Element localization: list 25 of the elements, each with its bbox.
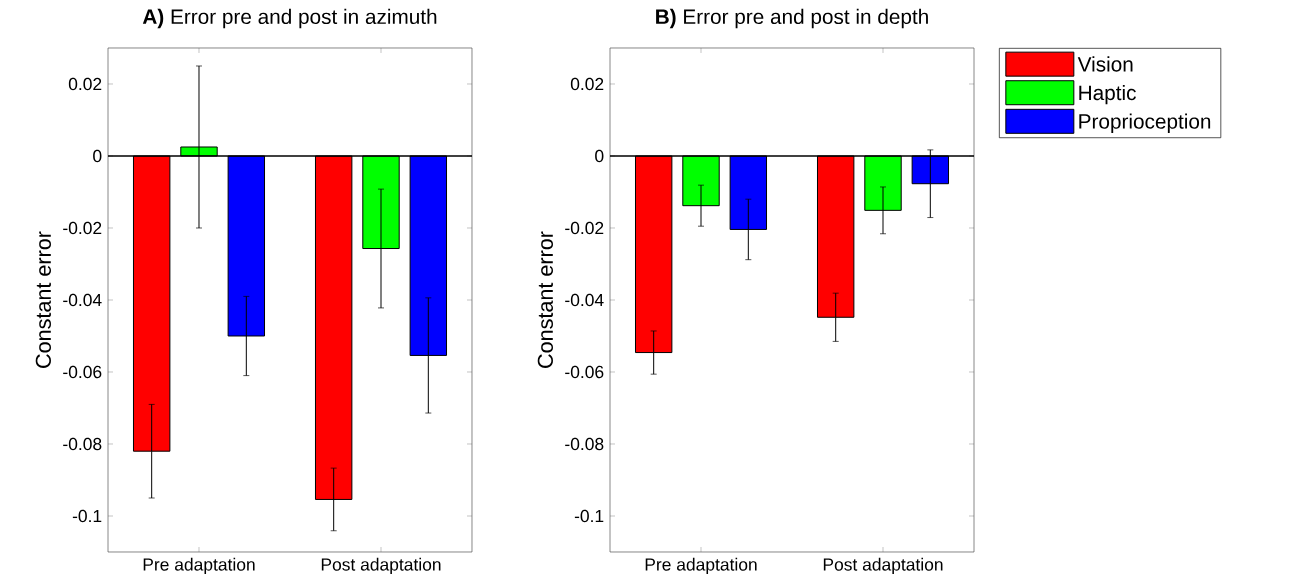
y-axis-title: Constant error: [537, 231, 553, 368]
y-tick-label: -0.02: [565, 221, 604, 235]
y-tick-label: 0.02: [68, 77, 102, 91]
y-tick-label: -0.1: [574, 509, 604, 523]
y-tick-label: 0: [595, 149, 604, 163]
y-tick-label: -0.08: [63, 437, 102, 451]
legend-label: Vision: [1077, 56, 1133, 72]
y-tick-label: 0.02: [570, 77, 604, 91]
y-tick-label: -0.06: [63, 365, 102, 379]
x-tick-label: Pre adaptation: [143, 557, 255, 575]
y-axis-title: Constant error: [35, 231, 51, 368]
legend-label: Haptic: [1079, 84, 1136, 105]
chart-title: B) Error pre and post in depth: [656, 8, 928, 29]
y-tick-label: 0: [93, 149, 102, 163]
x-tick-label: Post adaptation: [321, 557, 441, 575]
chart-title: A) Error pre and post in azimuth: [142, 8, 437, 29]
legend-label: Proprioception: [1079, 113, 1211, 133]
y-tick-label: -0.04: [63, 293, 102, 307]
y-tick-label: -0.04: [565, 293, 604, 307]
y-tick-label: -0.06: [565, 365, 604, 379]
y-tick-label: -0.1: [72, 509, 102, 523]
x-tick-label: Pre adaptation: [645, 557, 757, 575]
y-tick-label: -0.08: [565, 437, 604, 451]
y-tick-label: -0.02: [63, 221, 102, 235]
x-tick-label: Post adaptation: [823, 557, 943, 575]
